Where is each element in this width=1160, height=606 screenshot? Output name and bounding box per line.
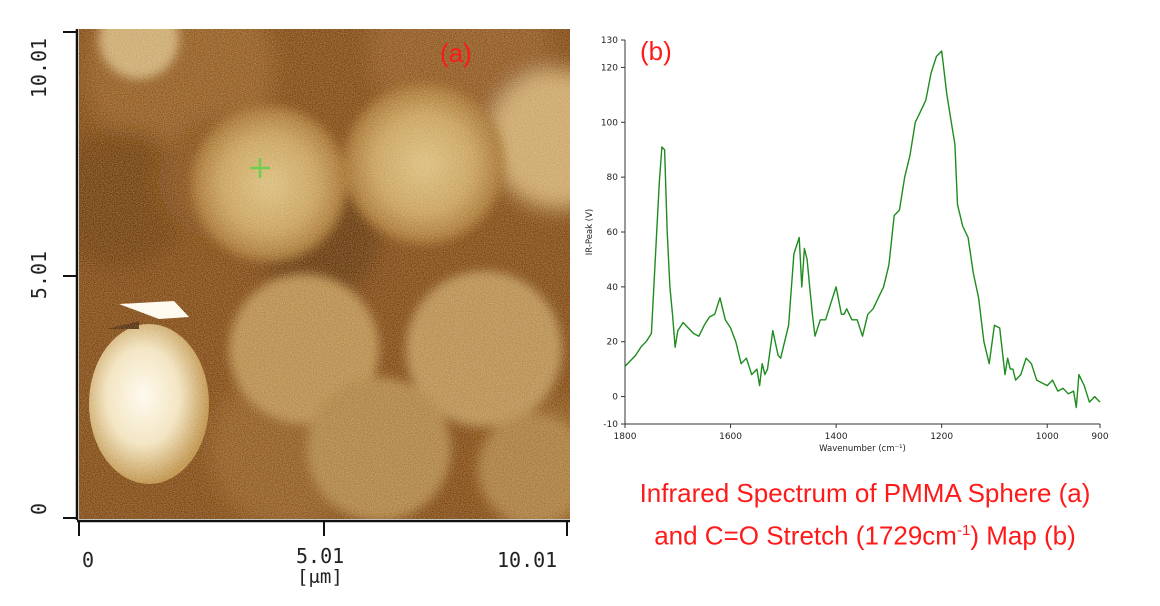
spectrum-svg: -10 0 20 40 60 80 100 120 130 1800 1600 1400 1200 100… — [585, 36, 1109, 454]
x-tick-1: 5.01 — [296, 544, 345, 568]
caption-line-2-pre: and C=O Stretch (1729cm — [654, 520, 957, 551]
x-tick-0: 0 — [82, 548, 95, 572]
x-axis-unit: [μm] — [297, 566, 343, 588]
caption-line-2: and C=O Stretch (1729cm-1) Map (b) — [585, 512, 1145, 555]
caption-line-1: Infrared Spectrum of PMMA Sphere (a) — [639, 478, 1091, 508]
spectrum-series-line — [624, 50, 1101, 409]
y-tick-label: 100 — [601, 118, 618, 128]
x-tick-label: 1000 — [1036, 432, 1059, 442]
caption-line-2-post: ) Map (b) — [970, 520, 1076, 551]
y-tick-label: 130 — [601, 36, 618, 46]
x-tick-label: 1600 — [719, 432, 742, 442]
panel-label-b: (b) — [640, 36, 672, 66]
ir-map-axes — [63, 29, 570, 536]
ir-map-panel: (a) 0 5.01 10.01 [μm] 0 5.01 10.01 — [27, 29, 570, 588]
x-tick-label: 1800 — [614, 432, 637, 442]
y-tick-0: 0 — [27, 502, 51, 516]
y-tick-label: 40 — [607, 283, 619, 293]
y-tick-1: 5.01 — [27, 250, 51, 300]
ir-spectrum-chart: -10 0 20 40 60 80 100 120 130 1800 1600 1400 1200 100… — [580, 28, 1140, 458]
y-tick-label: 80 — [607, 173, 619, 183]
y-axis-label: IR-Peak (V) — [585, 209, 595, 255]
panel-label-a: (a) — [440, 38, 472, 68]
y-tick-label: 20 — [607, 338, 619, 348]
ir-map-image[interactable] — [79, 29, 570, 519]
x-axis-label: Wavenumber (cm⁻¹) — [819, 444, 906, 454]
caption-superscript: -1 — [956, 522, 971, 539]
x-tick-2: 10.01 — [497, 548, 558, 572]
y-tick-label: 0 — [612, 393, 618, 403]
figure-caption: Infrared Spectrum of PMMA Sphere (a) and… — [585, 474, 1145, 555]
y-tick-label: -10 — [603, 420, 618, 430]
y-tick-2: 10.01 — [27, 37, 51, 99]
x-tick-label: 1400 — [825, 432, 848, 442]
y-tick-label: 120 — [601, 63, 618, 73]
y-tick-label: 60 — [607, 228, 619, 238]
crosshair-marker — [250, 158, 270, 178]
x-tick-label: 900 — [1091, 432, 1108, 442]
ir-map-svg — [79, 29, 570, 519]
x-tick-label: 1200 — [930, 432, 953, 442]
